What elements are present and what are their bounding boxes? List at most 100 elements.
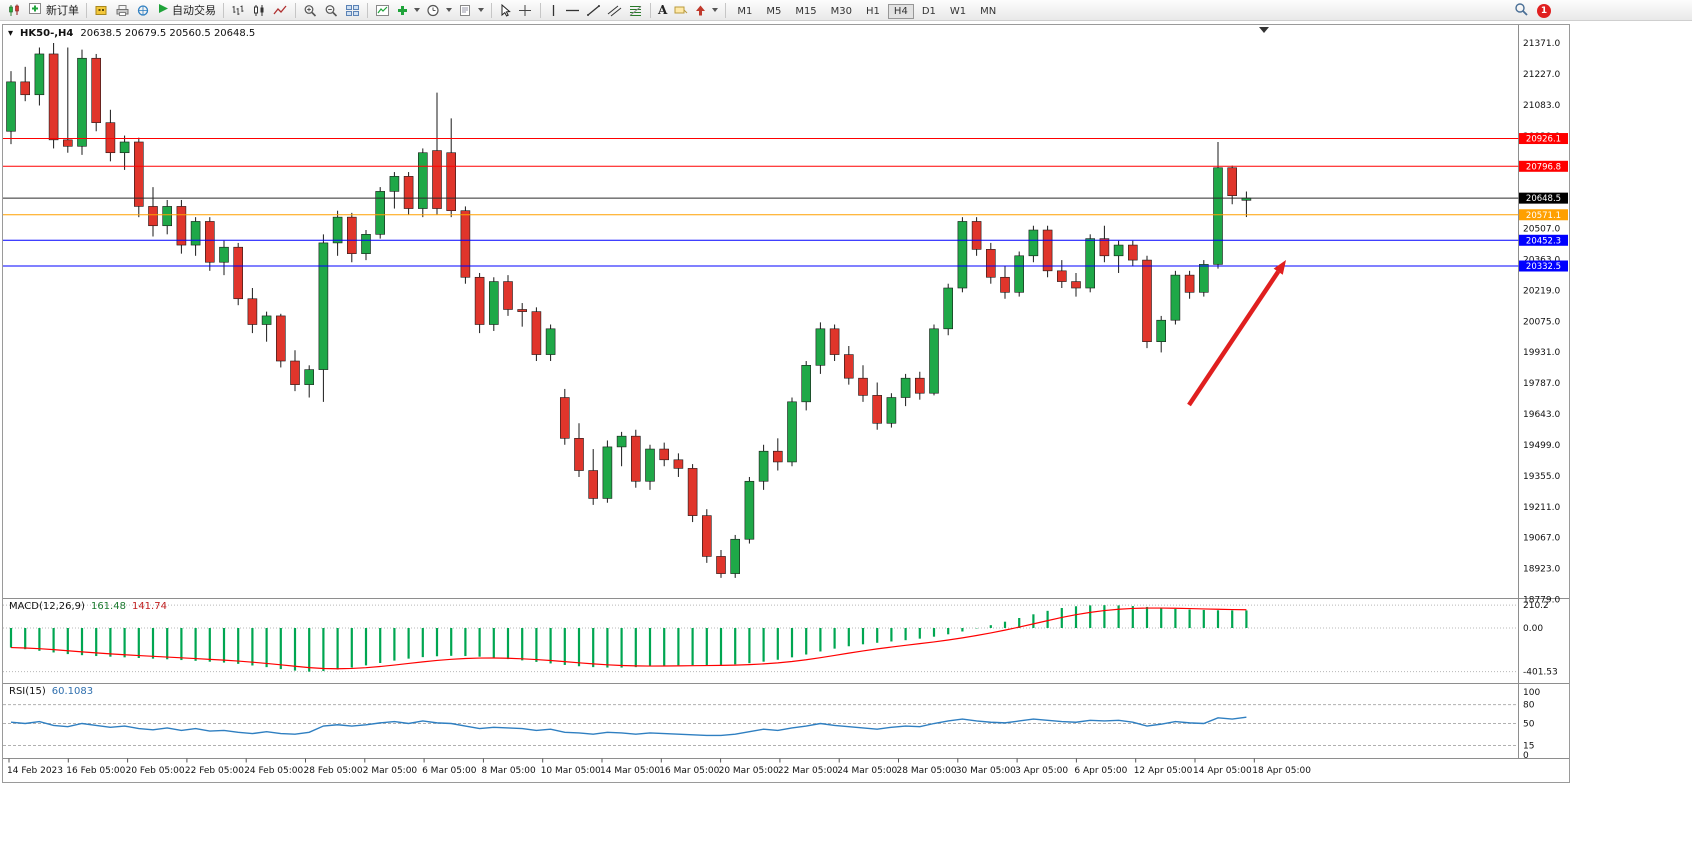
svg-text:20796.8: 20796.8	[1526, 162, 1561, 172]
svg-text:0: 0	[1523, 751, 1529, 761]
svg-text:14 Mar 05:00: 14 Mar 05:00	[600, 766, 660, 776]
svg-text:21371.0: 21371.0	[1523, 39, 1560, 49]
svg-text:19499.0: 19499.0	[1523, 441, 1560, 451]
tile-windows-icon[interactable]	[342, 2, 363, 19]
toolbar-separator	[491, 2, 492, 18]
rsi-line	[10, 716, 1247, 737]
timeframe-button-w1[interactable]: W1	[949, 5, 967, 17]
svg-text:80: 80	[1523, 701, 1535, 711]
dropdown-caret	[446, 8, 452, 12]
svg-text:10 Mar 05:00: 10 Mar 05:00	[541, 766, 601, 776]
collapse-arrow-icon[interactable]: ▾	[8, 28, 14, 39]
svg-text:16 Feb 05:00: 16 Feb 05:00	[66, 766, 125, 776]
svg-text:18 Apr 05:00: 18 Apr 05:00	[1252, 766, 1311, 776]
search-icon[interactable]	[1514, 2, 1529, 19]
toolbar-separator	[295, 2, 296, 18]
auto-trading-label: 自动交易	[172, 4, 216, 17]
price-line-badge	[1519, 192, 1568, 204]
trendline-icon[interactable]	[583, 2, 604, 19]
auto-trading-button[interactable]: 自动交易	[154, 2, 219, 19]
price-line-badge	[1519, 209, 1568, 221]
horizontal-line-icon[interactable]	[562, 2, 583, 19]
toolbar-separator	[86, 2, 87, 18]
timeframe-button-mn[interactable]: MN	[980, 5, 997, 17]
rsi-label: RSI(15) 60.1083	[9, 686, 93, 697]
svg-text:20507.0: 20507.0	[1523, 225, 1560, 235]
svg-text:0.00: 0.00	[1523, 624, 1543, 634]
fibonacci-icon[interactable]	[625, 2, 646, 19]
svg-text:20 Mar 05:00: 20 Mar 05:00	[719, 766, 779, 776]
line-chart-icon[interactable]	[270, 2, 291, 19]
periods-button[interactable]	[423, 2, 455, 19]
macd-label: MACD(12,26,9) 161.48 141.74	[9, 601, 167, 612]
timeframe-button-d1[interactable]: D1	[921, 5, 936, 17]
svg-text:6 Mar 05:00: 6 Mar 05:00	[422, 766, 477, 776]
add-indicator-button[interactable]	[393, 2, 423, 19]
rsi-name: RSI(15)	[9, 686, 46, 697]
price-line-badge	[1519, 160, 1568, 172]
svg-text:19067.0: 19067.0	[1523, 534, 1560, 544]
candles	[6, 43, 1252, 578]
svg-text:20452.3: 20452.3	[1526, 236, 1561, 246]
price-axis[interactable]: 21371.021227.021083.020939.020795.020651…	[1523, 39, 1560, 761]
indicators-icon[interactable]	[372, 2, 393, 19]
svg-text:24 Feb 05:00: 24 Feb 05:00	[244, 766, 303, 776]
chart-window-icon[interactable]	[4, 2, 25, 19]
refresh-icon[interactable]	[133, 2, 154, 19]
zoom-out-icon[interactable]	[321, 2, 342, 19]
chart-canvas[interactable]: 21371.021227.021083.020939.020795.020651…	[3, 25, 1569, 782]
chart-window: 21371.021227.021083.020939.020795.020651…	[2, 24, 1570, 783]
macd-histogram	[9, 605, 1248, 672]
expert-advisor-icon[interactable]	[91, 2, 112, 19]
toolbar-separator	[367, 2, 368, 18]
indicator-level-lines	[3, 604, 1519, 747]
macd-signal-value: 141.74	[131, 601, 167, 612]
svg-text:19931.0: 19931.0	[1523, 348, 1560, 358]
dropdown-caret	[712, 8, 719, 12]
arrow-annotation[interactable]	[1187, 260, 1286, 407]
vertical-line-icon[interactable]	[545, 2, 562, 19]
timeframe-button-h1[interactable]: H1	[866, 5, 880, 17]
svg-text:19643.0: 19643.0	[1523, 410, 1560, 420]
timeframe-button-h4[interactable]: H4	[887, 3, 914, 19]
svg-text:14 Feb 2023: 14 Feb 2023	[7, 766, 63, 776]
timeframe-button-m5[interactable]: M5	[766, 5, 782, 17]
panel-frame	[3, 25, 1569, 759]
svg-text:19355.0: 19355.0	[1523, 472, 1560, 482]
arrows-button[interactable]	[691, 2, 721, 19]
new-order-button[interactable]: 新订单	[25, 2, 82, 19]
dropdown-caret	[414, 8, 420, 12]
cursor-icon[interactable]	[496, 2, 515, 19]
svg-text:24 Mar 05:00: 24 Mar 05:00	[837, 766, 897, 776]
channel-icon[interactable]	[604, 2, 625, 19]
svg-text:12 Apr 05:00: 12 Apr 05:00	[1134, 766, 1193, 776]
svg-text:20332.5: 20332.5	[1526, 262, 1561, 272]
svg-text:19787.0: 19787.0	[1523, 379, 1560, 389]
label-icon[interactable]	[670, 2, 691, 19]
svg-text:22 Feb 05:00: 22 Feb 05:00	[185, 766, 244, 776]
print-icon[interactable]	[112, 2, 133, 19]
timeframe-button-m30[interactable]: M30	[830, 5, 853, 17]
rsi-value: 60.1083	[51, 686, 94, 697]
symbol-period-label: HK50-,H4	[20, 28, 74, 39]
timeframe-button-m1[interactable]: M1	[737, 5, 753, 17]
svg-text:8 Mar 05:00: 8 Mar 05:00	[481, 766, 536, 776]
svg-text:21083.0: 21083.0	[1523, 101, 1560, 111]
template-button[interactable]	[455, 2, 487, 19]
bars-chart-icon[interactable]	[228, 2, 249, 19]
svg-text:6 Apr 05:00: 6 Apr 05:00	[1074, 766, 1127, 776]
timeframe-button-m15[interactable]: M15	[795, 5, 817, 17]
svg-text:16 Mar 05:00: 16 Mar 05:00	[659, 766, 719, 776]
dropdown-caret	[478, 8, 484, 12]
timeframe-group: M1 M5 M15 M30 H1 H4 D1 W1 MN	[730, 3, 1003, 19]
time-axis[interactable]: 14 Feb 2023 16 Feb 05:00 20 Feb 05:00 22 Fe…	[7, 758, 1311, 777]
toolbar-right-group: 1	[1514, 2, 1551, 19]
svg-text:18923.0: 18923.0	[1523, 565, 1560, 575]
svg-text:-401.53: -401.53	[1523, 668, 1558, 678]
shift-marker-icon[interactable]	[1259, 27, 1269, 33]
text-tool-button[interactable]: A	[658, 2, 668, 17]
zoom-in-icon[interactable]	[300, 2, 321, 19]
candlestick-chart-icon[interactable]	[249, 2, 270, 19]
crosshair-icon[interactable]	[515, 2, 536, 19]
notification-badge[interactable]: 1	[1537, 3, 1551, 18]
